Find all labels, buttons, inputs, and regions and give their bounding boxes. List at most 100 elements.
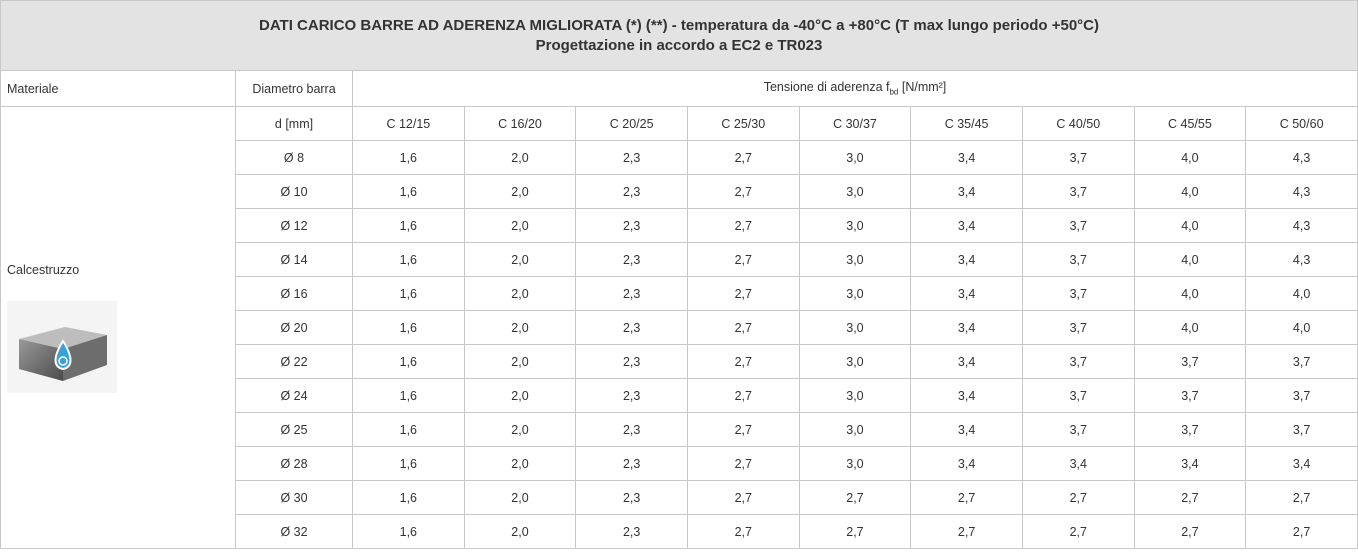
diameter-cell: Ø 12 (236, 209, 353, 243)
value-cell: 2,7 (687, 175, 799, 209)
value-cell: 3,0 (799, 175, 911, 209)
value-cell: 2,0 (464, 141, 576, 175)
value-cell: 2,3 (576, 243, 688, 277)
value-cell: 3,4 (911, 311, 1023, 345)
header-unit: [N/mm²] (898, 80, 946, 94)
value-cell: 2,3 (576, 175, 688, 209)
header-cell: Materiale (1, 71, 236, 107)
value-cell: 2,0 (464, 345, 576, 379)
value-cell: 3,4 (911, 277, 1023, 311)
value-cell: 1,6 (353, 141, 465, 175)
value-cell: 2,7 (1134, 481, 1246, 515)
value-cell: 3,4 (911, 175, 1023, 209)
value-cell: 4,3 (1246, 209, 1358, 243)
value-cell: 2,3 (576, 447, 688, 481)
value-cell: 2,7 (1134, 515, 1246, 549)
value-cell: 2,3 (576, 413, 688, 447)
value-cell: 3,7 (1022, 243, 1134, 277)
value-cell: 2,0 (464, 243, 576, 277)
value-cell: 2,3 (576, 379, 688, 413)
value-cell: 2,7 (911, 515, 1023, 549)
value-cell: 4,0 (1134, 209, 1246, 243)
value-cell: 1,6 (353, 413, 465, 447)
value-cell: 3,0 (799, 141, 911, 175)
value-cell: 3,7 (1022, 175, 1134, 209)
value-cell: 2,3 (576, 209, 688, 243)
value-cell: 2,0 (464, 311, 576, 345)
value-cell: 4,0 (1134, 311, 1246, 345)
value-cell: 4,0 (1134, 141, 1246, 175)
value-cell: 2,7 (1022, 481, 1134, 515)
diameter-cell: Ø 28 (236, 447, 353, 481)
value-cell: 2,3 (576, 311, 688, 345)
value-cell: 1,6 (353, 175, 465, 209)
value-cell: 3,7 (1134, 379, 1246, 413)
value-cell: 4,0 (1246, 277, 1358, 311)
value-cell: 2,0 (464, 175, 576, 209)
value-cell: 2,0 (464, 413, 576, 447)
concrete-icon (7, 301, 117, 393)
value-cell: 1,6 (353, 447, 465, 481)
title-cell: DATI CARICO BARRE AD ADERENZA MIGLIORATA… (1, 1, 1358, 71)
value-cell: 3,7 (1022, 413, 1134, 447)
value-cell: 1,6 (353, 345, 465, 379)
value-cell: 1,6 (353, 209, 465, 243)
material-cell: Calcestruzzo (1, 107, 236, 549)
value-cell: 4,0 (1134, 277, 1246, 311)
value-cell: 1,6 (353, 243, 465, 277)
value-cell: 3,4 (911, 413, 1023, 447)
diameter-cell: Ø 16 (236, 277, 353, 311)
value-cell: 2,7 (687, 345, 799, 379)
value-cell: 3,4 (911, 243, 1023, 277)
title: DATI CARICO BARRE AD ADERENZA MIGLIORATA… (1, 16, 1357, 36)
material-image (7, 301, 117, 393)
value-cell: 1,6 (353, 277, 465, 311)
value-cell: 3,0 (799, 243, 911, 277)
value-cell: 2,3 (576, 515, 688, 549)
value-cell: 3,0 (799, 209, 911, 243)
value-cell: 2,7 (687, 447, 799, 481)
diameter-cell: Ø 25 (236, 413, 353, 447)
value-cell: 2,3 (576, 277, 688, 311)
value-cell: 2,0 (464, 515, 576, 549)
class-cell: C 25/30 (687, 107, 799, 141)
value-cell: 2,7 (687, 141, 799, 175)
diameter-cell: Ø 14 (236, 243, 353, 277)
class-cell: C 30/37 (799, 107, 911, 141)
value-cell: 3,0 (799, 447, 911, 481)
value-cell: 2,7 (687, 515, 799, 549)
diameter-cell: Ø 24 (236, 379, 353, 413)
value-cell: 2,3 (576, 481, 688, 515)
table-body: Calcestruzzod [mm]C 12/15C 16/20C 20/25C… (1, 107, 1358, 549)
value-cell: 3,0 (799, 345, 911, 379)
diameter-cell: Ø 8 (236, 141, 353, 175)
value-cell: 3,7 (1022, 345, 1134, 379)
unit-cell: d [mm] (236, 107, 353, 141)
value-cell: 2,7 (687, 277, 799, 311)
value-cell: 3,4 (1246, 447, 1358, 481)
value-cell: 2,7 (687, 379, 799, 413)
class-cell: C 45/55 (1134, 107, 1246, 141)
value-cell: 3,7 (1022, 379, 1134, 413)
value-cell: 3,4 (911, 209, 1023, 243)
value-cell: 2,0 (464, 481, 576, 515)
value-cell: 3,4 (911, 447, 1023, 481)
header-text: Tensione di aderenza f (764, 80, 890, 94)
value-cell: 3,0 (799, 379, 911, 413)
value-cell: 3,7 (1134, 413, 1246, 447)
page: DATI CARICO BARRE AD ADERENZA MIGLIORATA… (0, 0, 1358, 554)
value-cell: 1,6 (353, 515, 465, 549)
material-label: Calcestruzzo (7, 263, 235, 277)
header-cell: Tensione di aderenza fbd [N/mm²] (353, 71, 1358, 107)
value-cell: 4,3 (1246, 243, 1358, 277)
value-cell: 2,3 (576, 345, 688, 379)
value-cell: 4,3 (1246, 175, 1358, 209)
value-cell: 3,4 (911, 345, 1023, 379)
diameter-cell: Ø 10 (236, 175, 353, 209)
value-cell: 4,0 (1246, 311, 1358, 345)
diameter-cell: Ø 32 (236, 515, 353, 549)
value-cell: 3,7 (1246, 345, 1358, 379)
value-cell: 3,7 (1246, 413, 1358, 447)
value-cell: 3,4 (1134, 447, 1246, 481)
value-cell: 2,0 (464, 447, 576, 481)
